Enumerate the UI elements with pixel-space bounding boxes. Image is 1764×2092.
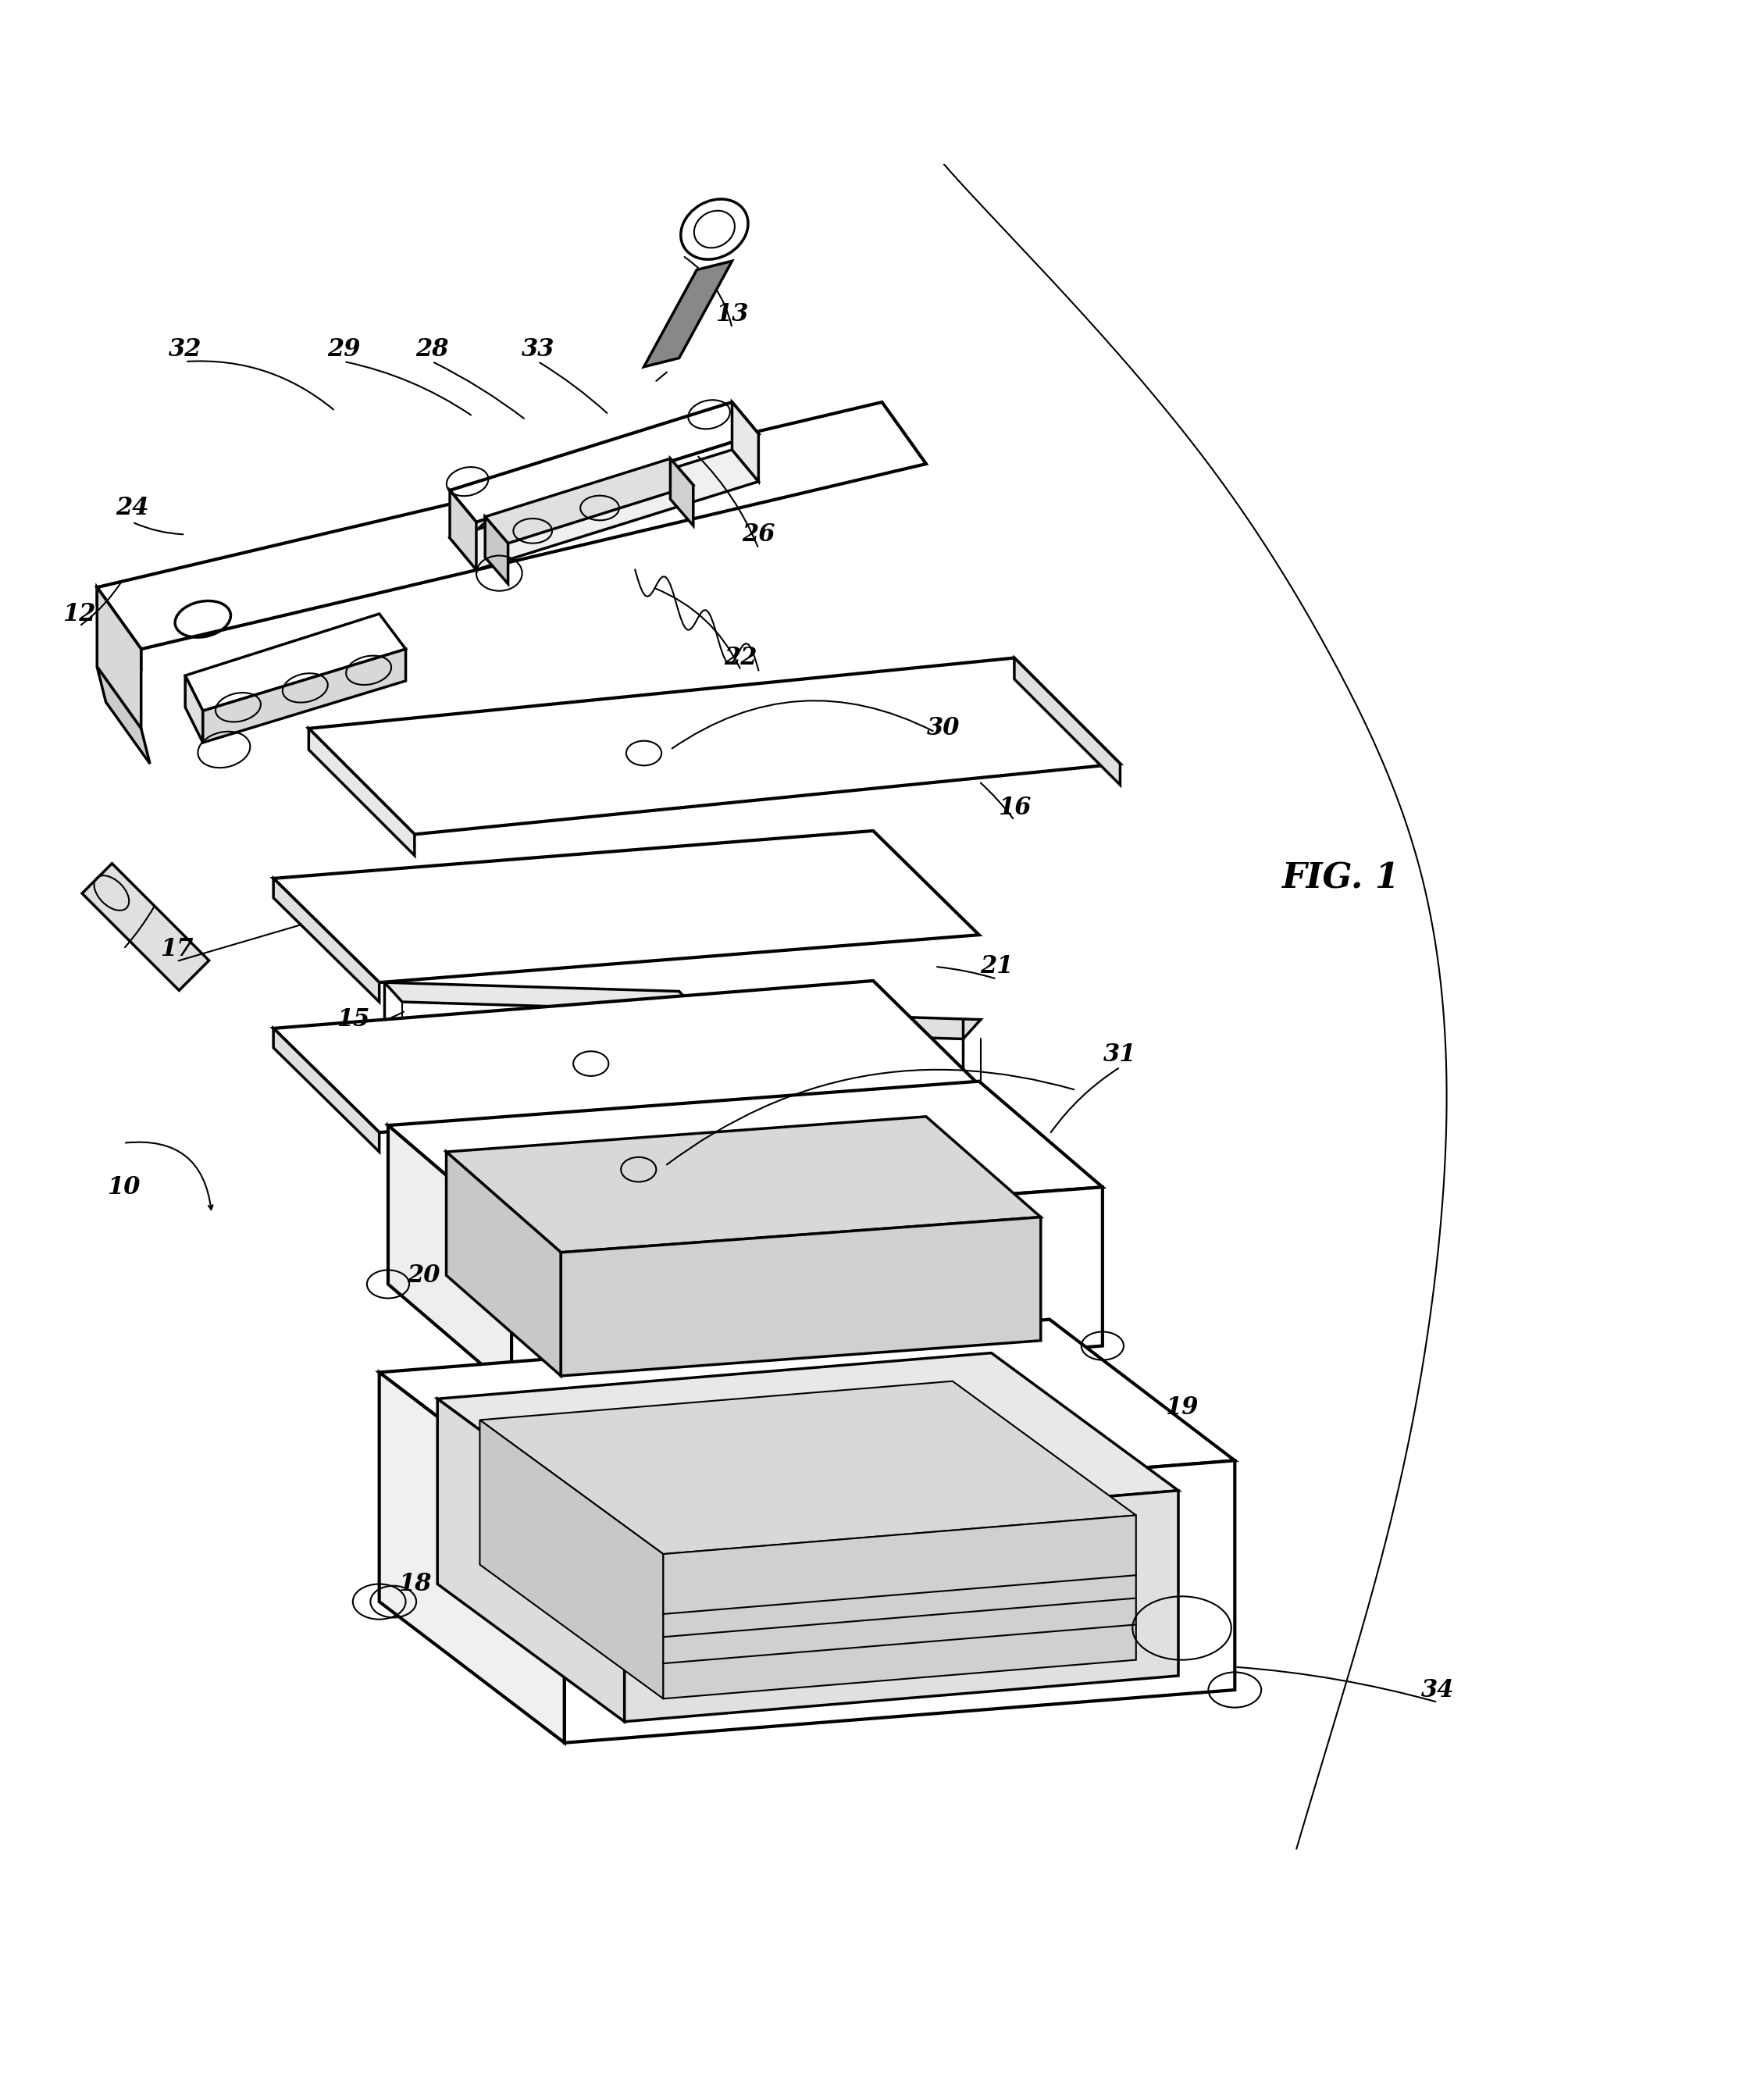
Polygon shape bbox=[385, 983, 697, 1010]
Text: 19: 19 bbox=[1166, 1395, 1198, 1420]
Polygon shape bbox=[446, 1117, 1041, 1253]
Text: 21: 21 bbox=[981, 954, 1013, 979]
Polygon shape bbox=[561, 1218, 1041, 1377]
Text: 34: 34 bbox=[1422, 1678, 1454, 1703]
Polygon shape bbox=[273, 879, 379, 1002]
Polygon shape bbox=[437, 1400, 624, 1722]
Polygon shape bbox=[663, 1515, 1136, 1699]
Polygon shape bbox=[379, 1372, 564, 1743]
Polygon shape bbox=[379, 1320, 1235, 1513]
Polygon shape bbox=[450, 490, 476, 569]
Polygon shape bbox=[480, 1420, 663, 1699]
Polygon shape bbox=[97, 588, 141, 667]
Polygon shape bbox=[309, 657, 1120, 835]
Text: 13: 13 bbox=[716, 301, 748, 326]
Text: 32: 32 bbox=[169, 337, 201, 362]
Polygon shape bbox=[97, 667, 150, 764]
Text: 10: 10 bbox=[108, 1176, 139, 1199]
Text: 15: 15 bbox=[337, 1008, 369, 1031]
Text: 12: 12 bbox=[64, 602, 95, 626]
Polygon shape bbox=[564, 1460, 1235, 1743]
Polygon shape bbox=[485, 517, 508, 584]
Polygon shape bbox=[624, 1490, 1178, 1722]
Polygon shape bbox=[273, 1029, 379, 1153]
Polygon shape bbox=[644, 262, 732, 366]
Polygon shape bbox=[679, 1010, 981, 1040]
Polygon shape bbox=[480, 1381, 1136, 1554]
Polygon shape bbox=[485, 458, 693, 544]
Polygon shape bbox=[273, 981, 979, 1132]
Polygon shape bbox=[670, 458, 693, 525]
Text: 26: 26 bbox=[743, 523, 774, 546]
Text: 31: 31 bbox=[1104, 1042, 1136, 1067]
Polygon shape bbox=[97, 588, 141, 728]
Polygon shape bbox=[446, 1153, 561, 1377]
Text: 24: 24 bbox=[116, 496, 148, 521]
Text: 29: 29 bbox=[328, 337, 360, 362]
Polygon shape bbox=[1014, 657, 1120, 784]
Polygon shape bbox=[185, 676, 203, 743]
Polygon shape bbox=[732, 402, 759, 481]
Polygon shape bbox=[437, 1354, 1178, 1536]
Polygon shape bbox=[450, 450, 759, 569]
Text: 28: 28 bbox=[416, 337, 448, 362]
Polygon shape bbox=[512, 1186, 1102, 1389]
Polygon shape bbox=[203, 649, 406, 743]
Polygon shape bbox=[185, 613, 406, 711]
Polygon shape bbox=[450, 402, 759, 523]
Polygon shape bbox=[97, 402, 926, 649]
Polygon shape bbox=[83, 864, 208, 990]
Text: 17: 17 bbox=[161, 937, 192, 960]
Text: 30: 30 bbox=[928, 715, 960, 741]
Polygon shape bbox=[309, 728, 415, 856]
Polygon shape bbox=[273, 831, 979, 983]
Polygon shape bbox=[388, 1082, 1102, 1232]
Text: FIG. 1: FIG. 1 bbox=[1282, 862, 1399, 895]
Text: 16: 16 bbox=[998, 795, 1030, 820]
Text: 20: 20 bbox=[407, 1264, 439, 1287]
Text: 18: 18 bbox=[399, 1571, 430, 1596]
Polygon shape bbox=[388, 1125, 512, 1389]
Text: 22: 22 bbox=[725, 646, 757, 669]
Text: 33: 33 bbox=[522, 337, 554, 362]
